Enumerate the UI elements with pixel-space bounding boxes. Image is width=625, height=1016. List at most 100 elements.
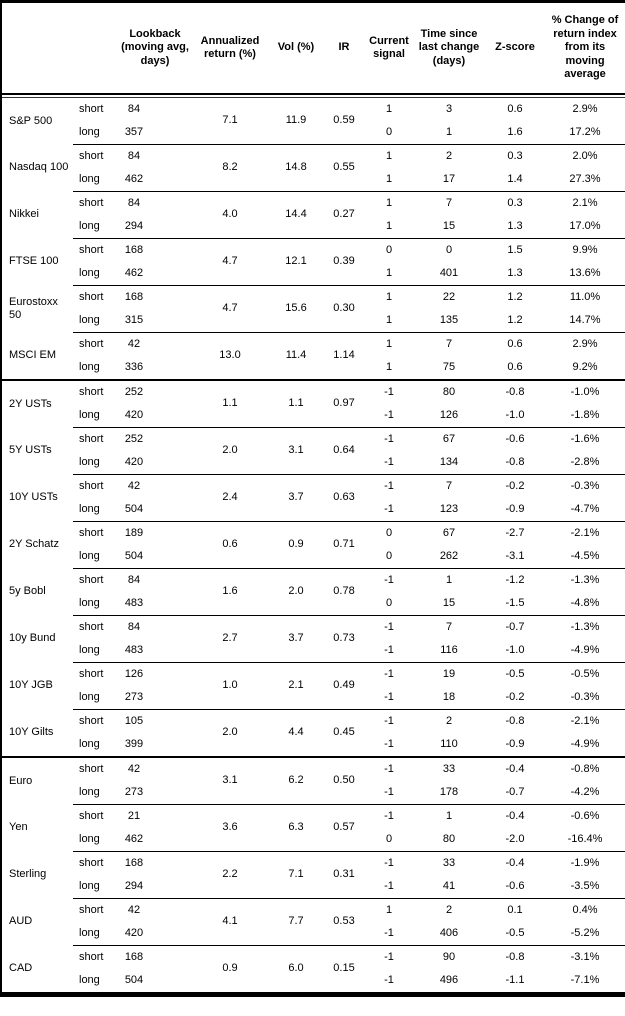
header-time-since-change: Time since last change (days) (418, 27, 480, 67)
table-row-10y-usts-short: 10Y USTs short 42 2.4 3.7 0.63 -1 7 -0.2 -0.3% (1, 474, 625, 522)
cell-zscore: 1.3 (507, 219, 523, 232)
cell-instrument: MSCI EM (9, 349, 57, 362)
cell-pct-change: -0.6% (545, 804, 625, 828)
cell-vol: 2.0 (269, 568, 323, 616)
cell-current-signal: 1 (365, 898, 413, 922)
table-row-10y-bund-short: 10y Bund short 84 2.7 3.7 0.73 -1 7 -0.7 -1.3% (1, 615, 625, 663)
table-row-eurostoxx-50-long: long 315 1 135 1.2 14.7% (1, 309, 625, 333)
cell-pct-change: -0.5% (545, 662, 625, 686)
cell-annualized-return: 7.1 (222, 114, 238, 127)
cell-lookback: 273 (124, 785, 144, 798)
cell-time-since-change: 33 (413, 756, 485, 781)
cell-current-signal: -1 (384, 926, 394, 939)
table-row-2y-usts-short: 2Y USTs short 252 1.1 1.1 0.97 -1 80 -0.8 -1.0% (1, 379, 625, 428)
cell-annualized-return: 0.6 (191, 521, 269, 569)
cell-annualized-return: 8.2 (191, 144, 269, 192)
cell-current-signal: -1 (365, 662, 413, 686)
cell-ir: 0.57 (323, 804, 365, 852)
cell-horizon: long (79, 266, 100, 279)
cell-zscore: 0.3 (485, 191, 545, 215)
cell-pct-change: 0.4% (545, 898, 625, 922)
table-row-euro-long: long 273 -1 178 -0.7 -4.2% (1, 781, 625, 805)
cell-current-signal: 1 (385, 102, 393, 115)
cell-time-since-change: 0 (413, 238, 485, 262)
cell-pct-change: -0.3% (545, 474, 625, 498)
cell-vol: 7.1 (269, 851, 323, 899)
cell-horizon: long (79, 690, 100, 703)
cell-pct-change: -1.3% (545, 568, 625, 592)
table-row-s-p-500-long: long 357 0 1 1.6 17.2% (1, 121, 625, 145)
table-row-10y-jgb-short: 10Y JGB short 126 1.0 2.1 0.49 -1 19 -0.5 -0.5% (1, 662, 625, 710)
cell-horizon: long (79, 408, 100, 421)
cell-pct-change: 13.6% (569, 266, 601, 279)
cell-current-signal: -1 (365, 379, 413, 404)
cell-zscore: -0.8 (485, 945, 545, 969)
table-row-2y-schatz-long: long 504 0 262 -3.1 -4.5% (1, 545, 625, 569)
cell-pct-change: -5.2% (570, 926, 600, 939)
table-row-nasdaq-100-long: long 462 1 17 1.4 27.3% (1, 168, 625, 192)
cell-horizon: short (73, 568, 119, 592)
cell-lookback: 315 (124, 313, 144, 326)
cell-time-since-change: 7 (413, 332, 485, 356)
cell-time-since-change: 2 (413, 144, 485, 168)
cell-zscore: -0.6 (485, 427, 545, 451)
cell-time-since-change: 110 (440, 737, 458, 750)
cell-horizon: short (73, 427, 119, 451)
cell-lookback: 462 (124, 266, 144, 279)
cell-vol: 6.2 (269, 756, 323, 805)
cell-zscore: -0.8 (485, 709, 545, 733)
cell-zscore: -1.5 (505, 596, 525, 609)
cell-lookback: 42 (119, 332, 191, 356)
cell-horizon: long (79, 172, 100, 185)
header-zscore: Z-score (495, 41, 535, 54)
cell-vol: 2.1 (269, 662, 323, 710)
table-row-cad-long: long 504 -1 496 -1.1 -7.1% (1, 969, 625, 995)
cell-time-since-change: 116 (440, 643, 458, 656)
cell-zscore: -0.9 (505, 502, 525, 515)
cell-time-since-change: 123 (439, 502, 459, 515)
cell-zscore: -1.1 (505, 973, 525, 986)
cell-zscore: -3.1 (505, 549, 525, 562)
cell-horizon: short (73, 804, 119, 828)
cell-lookback: 399 (124, 737, 144, 750)
table-row-ftse-100-long: long 462 1 401 1.3 13.6% (1, 262, 625, 286)
header-current-signal: Current signal (369, 34, 409, 60)
cell-lookback: 168 (119, 285, 191, 309)
cell-time-since-change: 1 (413, 568, 485, 592)
cell-time-since-change: 19 (413, 662, 485, 686)
cell-current-signal: 1 (365, 285, 413, 309)
cell-zscore: -0.4 (485, 756, 545, 781)
cell-ir: 0.39 (323, 238, 365, 286)
cell-lookback: 420 (124, 408, 144, 421)
table-row-msci-em-short: MSCI EM short 42 13.0 11.4 1.14 1 7 0.6 2.9% (1, 332, 625, 380)
cell-time-since-change: 67 (413, 521, 485, 545)
cell-annualized-return: 4.7 (191, 285, 269, 333)
table-row-ftse-100-short: FTSE 100 short 168 4.7 12.1 0.39 0 0 1.5 9.9% (1, 238, 625, 286)
cell-current-signal: -1 (365, 804, 413, 828)
table-row-sterling-short: Sterling short 168 2.2 7.1 0.31 -1 33 -0.4 -1.9% (1, 851, 625, 899)
cell-time-since-change: 2 (413, 898, 485, 922)
cell-pct-change: -0.3% (570, 690, 600, 703)
cell-pct-change: 17.2% (569, 125, 601, 138)
cell-horizon: long (79, 360, 100, 373)
cell-ir: 0.78 (323, 568, 365, 616)
cell-lookback: 483 (124, 643, 144, 656)
cell-lookback: 294 (124, 219, 144, 232)
cell-time-since-change: 178 (439, 785, 459, 798)
cell-time-since-change: 135 (439, 313, 459, 326)
header-lookback: Lookback (moving avg, days) (121, 27, 189, 67)
cell-zscore: 1.6 (507, 125, 523, 138)
header-annualized-return: Annualized return (%) (200, 34, 260, 60)
cell-time-since-change: 1 (413, 804, 485, 828)
cell-current-signal: 1 (365, 144, 413, 168)
cell-lookback: 252 (119, 379, 191, 404)
cell-current-signal: 0 (385, 596, 393, 609)
cell-pct-change: -4.7% (570, 502, 600, 515)
cell-lookback: 84 (119, 191, 191, 215)
table-row-euro-short: Euro short 42 3.1 6.2 0.50 -1 33 -0.4 -0.8% (1, 756, 625, 805)
cell-pct-change: -4.9% (570, 737, 600, 750)
cell-zscore: -1.2 (485, 568, 545, 592)
cell-horizon: long (79, 785, 100, 798)
cell-time-since-change: 7 (413, 474, 485, 498)
cell-zscore: 1.3 (507, 266, 523, 279)
